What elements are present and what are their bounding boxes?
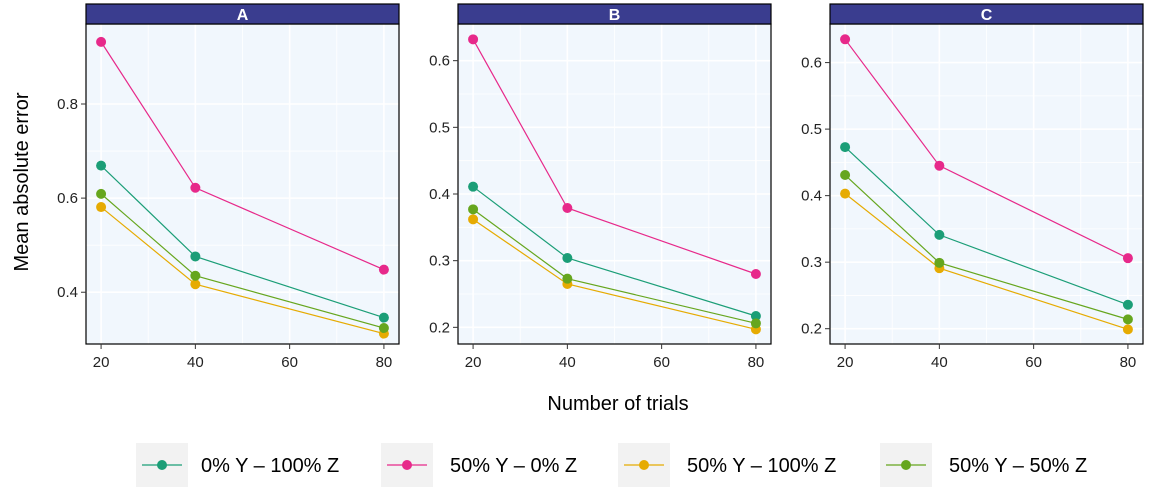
data-point <box>190 270 201 281</box>
data-point <box>378 323 389 333</box>
facet-strip-label: C <box>981 7 993 24</box>
y-tick-label: 0.6 <box>801 55 822 72</box>
x-tick-label: 20 <box>837 354 854 371</box>
data-point <box>1122 324 1133 335</box>
legend-key-point <box>639 460 649 470</box>
y-tick-label: 0.4 <box>57 284 78 301</box>
data-point <box>750 318 761 329</box>
legend-item: 50% Y – 50% Z <box>880 443 1087 487</box>
y-tick-label: 0.2 <box>801 321 822 338</box>
data-point <box>96 202 107 213</box>
data-point <box>468 34 479 45</box>
y-tick-label: 0.6 <box>57 190 78 207</box>
facet-strip <box>457 3 772 25</box>
panel-a: A 20 40 60 80 0.4 0.6 0.8 <box>57 3 400 371</box>
data-point <box>468 181 479 192</box>
x-tick-label: 40 <box>931 354 948 371</box>
x-tick-label: 60 <box>653 354 670 371</box>
x-tick-label: 80 <box>748 354 765 371</box>
data-point <box>840 142 851 153</box>
data-point <box>750 269 761 279</box>
x-tick-label: 60 <box>281 354 298 371</box>
data-point <box>934 160 945 171</box>
panels-layer: A 20 40 60 80 0.4 0.6 0.8 B 20 40 60 80 0.2 0.3 0.4 0.5 0… <box>57 3 1144 371</box>
y-tick-label: 0.4 <box>801 188 822 205</box>
x-tick-label: 60 <box>1025 354 1042 371</box>
y-tick-label: 0.5 <box>801 121 822 138</box>
legend-item: 50% Y – 0% Z <box>381 443 577 487</box>
panel-b: B 20 40 60 80 0.2 0.3 0.4 0.5 0.6 <box>429 3 772 371</box>
data-point <box>378 264 389 275</box>
data-point <box>96 160 107 171</box>
legend-key-point <box>157 460 167 470</box>
data-point <box>840 34 851 45</box>
y-axis-title: Mean absolute error <box>11 92 33 271</box>
facet-strip <box>829 3 1144 25</box>
data-point <box>934 257 945 268</box>
data-point <box>190 251 201 262</box>
data-point <box>468 204 479 215</box>
facet-strip <box>85 3 400 25</box>
y-tick-label: 0.5 <box>429 119 450 136</box>
legend-item: 50% Y – 100% Z <box>618 443 836 487</box>
legend-item: 0% Y – 100% Z <box>136 443 339 487</box>
data-point <box>190 279 201 290</box>
data-point <box>96 188 107 199</box>
legend-label: 50% Y – 0% Z <box>450 455 577 477</box>
x-tick-label: 80 <box>376 354 393 371</box>
x-tick-label: 80 <box>1120 354 1137 371</box>
data-point <box>562 203 573 213</box>
y-tick-label: 0.6 <box>429 53 450 70</box>
data-point <box>96 36 107 47</box>
x-tick-label: 20 <box>465 354 482 371</box>
data-point <box>1122 253 1133 264</box>
y-tick-label: 0.3 <box>801 254 822 271</box>
panel-c: C 20 40 60 80 0.2 0.3 0.4 0.5 0.6 <box>801 3 1144 371</box>
x-tick-label: 20 <box>93 354 110 371</box>
legend-label: 0% Y – 100% Z <box>201 455 339 477</box>
legend-label: 50% Y – 50% Z <box>949 455 1087 477</box>
facet-strip-label: A <box>237 7 249 24</box>
data-point <box>468 214 479 225</box>
x-tick-label: 40 <box>559 354 576 371</box>
y-tick-label: 0.2 <box>429 319 450 336</box>
data-point <box>750 311 761 321</box>
data-point <box>840 170 851 181</box>
data-point <box>1122 314 1133 325</box>
data-point <box>1122 299 1133 310</box>
facet-strip-label: B <box>609 7 621 24</box>
legend-label: 50% Y – 100% Z <box>687 455 836 477</box>
x-axis-title: Number of trials <box>547 393 688 415</box>
x-tick-label: 40 <box>187 354 204 371</box>
data-point <box>190 182 201 193</box>
data-point <box>562 253 573 263</box>
data-point <box>378 312 389 323</box>
y-tick-label: 0.8 <box>57 96 78 113</box>
y-tick-label: 0.4 <box>429 186 450 203</box>
y-tick-label: 0.3 <box>429 253 450 270</box>
legend: 0% Y – 100% Z 50% Y – 0% Z 50% Y – 100% Z 5… <box>136 443 1087 487</box>
data-point <box>840 188 851 199</box>
data-point <box>562 273 573 284</box>
legend-key-point <box>402 460 412 470</box>
data-point <box>934 229 945 240</box>
legend-key-point <box>901 460 911 470</box>
